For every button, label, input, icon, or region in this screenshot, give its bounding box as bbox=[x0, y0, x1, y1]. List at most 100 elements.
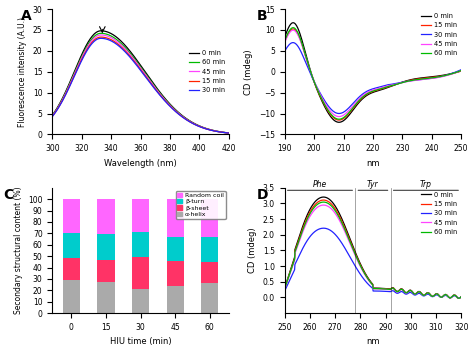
30 min bbox=[432, 76, 438, 80]
X-axis label: Wavelength (nm): Wavelength (nm) bbox=[104, 159, 177, 168]
0 min bbox=[366, 277, 372, 281]
15 min bbox=[432, 75, 438, 79]
Line: 45 min: 45 min bbox=[285, 205, 461, 298]
15 min bbox=[71, 75, 76, 79]
Legend: Random coil, β-turn, β-sheet, α-helix: Random coil, β-turn, β-sheet, α-helix bbox=[175, 191, 226, 219]
Bar bbox=[97, 199, 115, 234]
0 min bbox=[161, 95, 167, 99]
Line: 45 min: 45 min bbox=[285, 30, 461, 117]
Bar bbox=[132, 257, 149, 289]
Line: 30 min: 30 min bbox=[285, 228, 461, 298]
Legend: 0 min, 15 min, 30 min, 45 min, 60 min: 0 min, 15 min, 30 min, 45 min, 60 min bbox=[419, 189, 460, 238]
45 min bbox=[388, 83, 394, 87]
X-axis label: nm: nm bbox=[366, 338, 380, 346]
0 min bbox=[367, 279, 373, 283]
30 min bbox=[177, 113, 183, 118]
45 min bbox=[366, 278, 372, 283]
15 min bbox=[336, 118, 342, 122]
Line: 60 min: 60 min bbox=[285, 28, 461, 119]
Y-axis label: CD (mdeg): CD (mdeg) bbox=[248, 228, 257, 273]
Line: 15 min: 15 min bbox=[285, 29, 461, 120]
Bar bbox=[132, 199, 149, 232]
0 min bbox=[378, 286, 383, 290]
Line: 0 min: 0 min bbox=[52, 31, 229, 133]
15 min bbox=[98, 35, 104, 39]
45 min bbox=[120, 44, 126, 49]
45 min bbox=[387, 288, 393, 292]
Legend: 0 min, 60 min, 45 min, 15 min, 30 min: 0 min, 60 min, 45 min, 15 min, 30 min bbox=[186, 48, 228, 96]
45 min bbox=[177, 113, 183, 117]
30 min bbox=[71, 76, 76, 80]
Line: 15 min: 15 min bbox=[285, 200, 461, 298]
0 min bbox=[178, 113, 184, 117]
45 min bbox=[49, 114, 55, 118]
Line: 45 min: 45 min bbox=[52, 35, 229, 133]
60 min bbox=[177, 112, 183, 117]
45 min bbox=[71, 74, 76, 78]
15 min bbox=[161, 97, 167, 101]
Line: 60 min: 60 min bbox=[285, 202, 461, 298]
60 min bbox=[98, 31, 104, 36]
Bar bbox=[63, 199, 80, 233]
15 min bbox=[290, 27, 296, 31]
Bar bbox=[132, 232, 149, 257]
45 min bbox=[367, 280, 373, 284]
60 min bbox=[388, 84, 393, 88]
15 min bbox=[321, 198, 327, 202]
45 min bbox=[458, 68, 464, 73]
Text: Trp: Trp bbox=[420, 180, 432, 189]
0 min bbox=[391, 83, 397, 87]
Bar bbox=[63, 279, 80, 313]
45 min bbox=[456, 296, 462, 300]
60 min bbox=[161, 96, 167, 100]
Line: 0 min: 0 min bbox=[285, 197, 461, 298]
Bar bbox=[166, 287, 184, 313]
15 min bbox=[108, 37, 113, 42]
Line: 30 min: 30 min bbox=[285, 43, 461, 113]
30 min bbox=[367, 284, 373, 288]
45 min bbox=[108, 35, 113, 39]
15 min bbox=[458, 69, 464, 73]
30 min bbox=[98, 36, 104, 40]
Bar bbox=[63, 233, 80, 258]
30 min bbox=[378, 289, 383, 293]
60 min bbox=[108, 33, 113, 38]
60 min bbox=[388, 84, 394, 88]
Text: A: A bbox=[20, 9, 31, 23]
Text: D: D bbox=[256, 188, 268, 202]
60 min bbox=[49, 114, 55, 118]
15 min bbox=[120, 46, 126, 50]
Bar bbox=[97, 260, 115, 282]
X-axis label: HIU time (min): HIU time (min) bbox=[110, 338, 172, 346]
60 min bbox=[391, 83, 397, 87]
Bar bbox=[132, 289, 149, 313]
Text: C: C bbox=[3, 188, 13, 202]
Y-axis label: CD (mdeg): CD (mdeg) bbox=[245, 49, 254, 95]
60 min bbox=[336, 117, 342, 121]
60 min bbox=[283, 37, 288, 41]
0 min bbox=[177, 112, 183, 116]
45 min bbox=[427, 292, 433, 296]
60 min bbox=[290, 26, 296, 30]
Y-axis label: Fluorescence intensity (A.U.): Fluorescence intensity (A.U.) bbox=[18, 17, 27, 127]
0 min bbox=[226, 131, 232, 135]
60 min bbox=[443, 73, 449, 77]
45 min bbox=[455, 295, 460, 300]
30 min bbox=[458, 295, 464, 299]
0 min bbox=[282, 35, 288, 39]
30 min bbox=[336, 111, 342, 115]
30 min bbox=[108, 38, 113, 43]
60 min bbox=[458, 68, 464, 73]
Line: 15 min: 15 min bbox=[52, 37, 229, 133]
45 min bbox=[161, 96, 167, 101]
45 min bbox=[388, 83, 393, 87]
15 min bbox=[455, 295, 460, 300]
0 min bbox=[98, 29, 104, 33]
0 min bbox=[387, 287, 393, 291]
Bar bbox=[97, 234, 115, 260]
0 min bbox=[120, 40, 126, 45]
15 min bbox=[282, 286, 288, 290]
Line: 30 min: 30 min bbox=[52, 38, 229, 133]
30 min bbox=[391, 82, 397, 86]
60 min bbox=[432, 75, 438, 80]
